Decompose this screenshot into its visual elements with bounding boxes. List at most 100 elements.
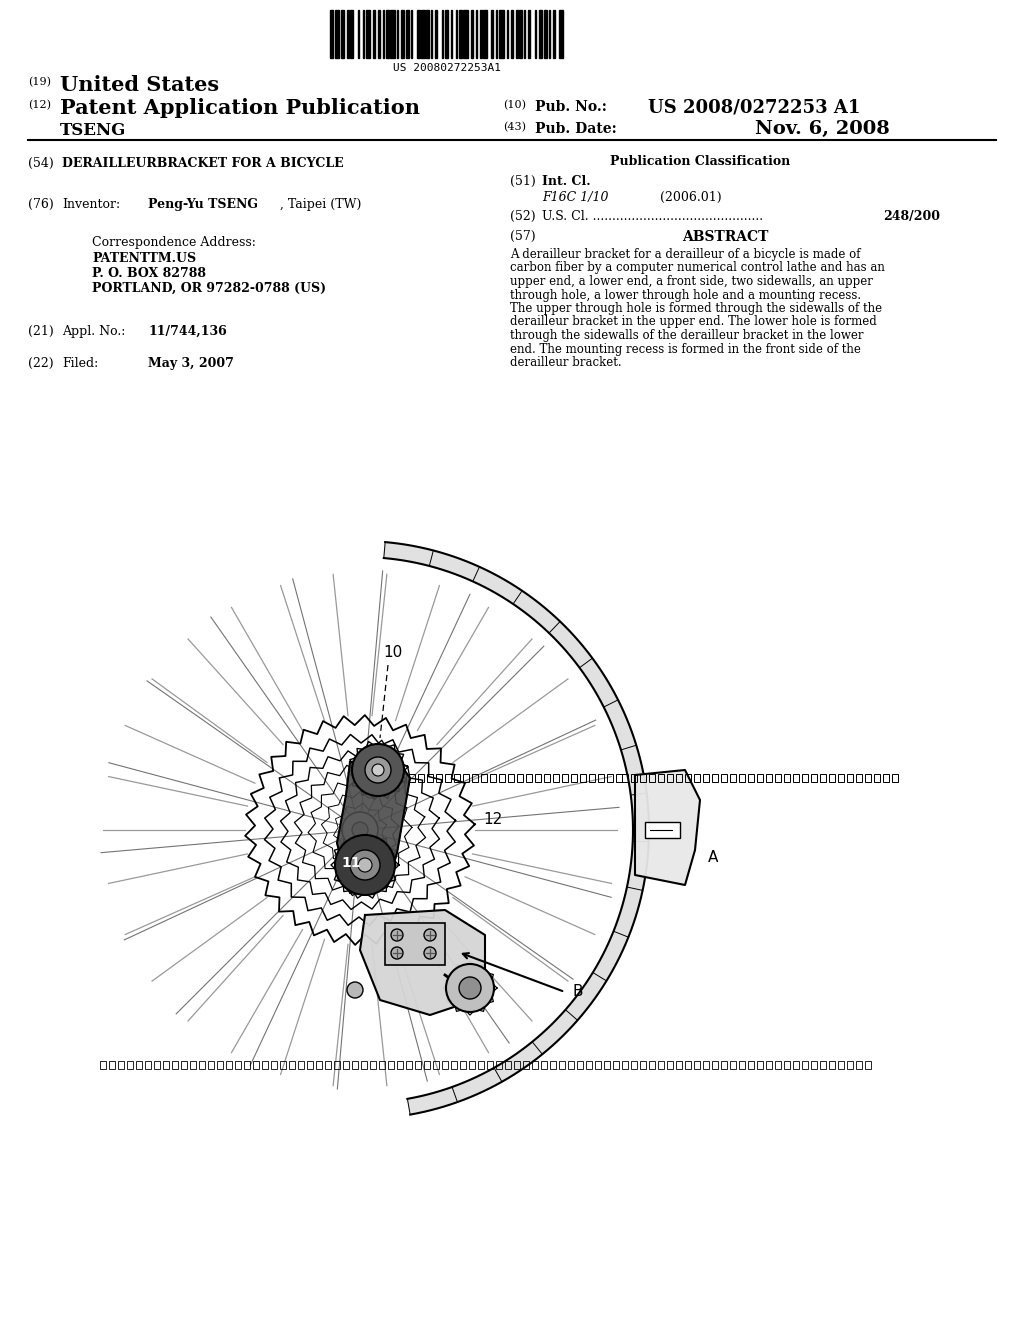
Bar (490, 774, 496, 781)
Bar (418, 774, 424, 781)
Bar (829, 774, 835, 781)
Bar (481, 774, 487, 781)
Circle shape (424, 929, 436, 941)
Bar (460, 1061, 466, 1069)
Bar (463, 11, 468, 58)
Circle shape (335, 836, 395, 895)
Text: end. The mounting recess is formed in the front side of the: end. The mounting recess is formed in th… (510, 342, 861, 355)
Bar (847, 774, 853, 781)
Bar (616, 774, 622, 781)
Bar (330, 11, 333, 58)
Circle shape (347, 982, 362, 998)
Bar (298, 1061, 304, 1069)
Bar (347, 11, 348, 58)
Bar (343, 1061, 349, 1069)
Bar (631, 774, 637, 781)
Bar (433, 1061, 439, 1069)
Bar (811, 774, 817, 781)
Bar (386, 11, 389, 58)
Bar (694, 1061, 700, 1069)
Bar (492, 11, 493, 58)
Text: Pub. No.:: Pub. No.: (535, 100, 607, 114)
Bar (739, 774, 745, 781)
Bar (280, 1061, 286, 1069)
Bar (640, 774, 646, 781)
Bar (507, 11, 508, 58)
Bar (226, 1061, 232, 1069)
Bar (100, 1061, 106, 1069)
Bar (528, 11, 530, 58)
Bar (444, 11, 447, 58)
Bar (499, 11, 504, 58)
Bar (640, 1061, 646, 1069)
Bar (335, 11, 339, 58)
Text: (12): (12) (28, 100, 51, 111)
Bar (409, 774, 415, 781)
Text: (76): (76) (28, 198, 53, 211)
Bar (401, 11, 404, 58)
Bar (316, 1061, 322, 1069)
Bar (562, 774, 568, 781)
Text: A derailleur bracket for a derailleur of a bicycle is made of: A derailleur bracket for a derailleur of… (510, 248, 860, 261)
Bar (431, 11, 432, 58)
Bar (553, 774, 559, 781)
Bar (883, 774, 889, 781)
Bar (589, 774, 595, 781)
Bar (426, 11, 429, 58)
Polygon shape (360, 909, 485, 1015)
Bar (847, 1061, 853, 1069)
Circle shape (358, 858, 372, 873)
Bar (459, 11, 462, 58)
Bar (442, 1061, 449, 1069)
Bar (541, 1061, 547, 1069)
Bar (289, 1061, 295, 1069)
Text: B: B (573, 985, 584, 999)
Bar (456, 11, 457, 58)
Bar (793, 1061, 799, 1069)
Bar (190, 1061, 196, 1069)
Bar (550, 1061, 556, 1069)
Bar (523, 1061, 529, 1069)
Bar (649, 1061, 655, 1069)
Bar (658, 1061, 664, 1069)
Text: Appl. No.:: Appl. No.: (62, 325, 125, 338)
Bar (307, 1061, 313, 1069)
Bar (325, 1061, 331, 1069)
Bar (571, 774, 577, 781)
Bar (480, 11, 482, 58)
Bar (667, 774, 673, 781)
Bar (811, 1061, 817, 1069)
Text: 248/200: 248/200 (883, 210, 940, 223)
Bar (118, 1061, 124, 1069)
Bar (436, 774, 442, 781)
Text: 11: 11 (341, 855, 360, 870)
Bar (838, 774, 844, 781)
Text: (21): (21) (28, 325, 53, 338)
Bar (580, 774, 586, 781)
Bar (172, 1061, 178, 1069)
Bar (508, 774, 514, 781)
Bar (181, 1061, 187, 1069)
Bar (397, 1061, 403, 1069)
Bar (535, 774, 541, 781)
Bar (511, 11, 513, 58)
Bar (802, 774, 808, 781)
Bar (514, 1061, 520, 1069)
Bar (519, 11, 522, 58)
Bar (730, 774, 736, 781)
Bar (390, 11, 395, 58)
Circle shape (391, 946, 403, 960)
Bar (154, 1061, 160, 1069)
Bar (544, 774, 550, 781)
Bar (366, 11, 371, 58)
Text: (54): (54) (28, 157, 53, 170)
Bar (352, 1061, 358, 1069)
Text: Pub. Date:: Pub. Date: (535, 121, 616, 136)
Text: A: A (708, 850, 719, 866)
Bar (136, 1061, 142, 1069)
Bar (757, 1061, 763, 1069)
Bar (730, 1061, 736, 1069)
Text: (57): (57) (510, 230, 536, 243)
Bar (553, 11, 555, 58)
Text: (2006.01): (2006.01) (660, 191, 722, 205)
